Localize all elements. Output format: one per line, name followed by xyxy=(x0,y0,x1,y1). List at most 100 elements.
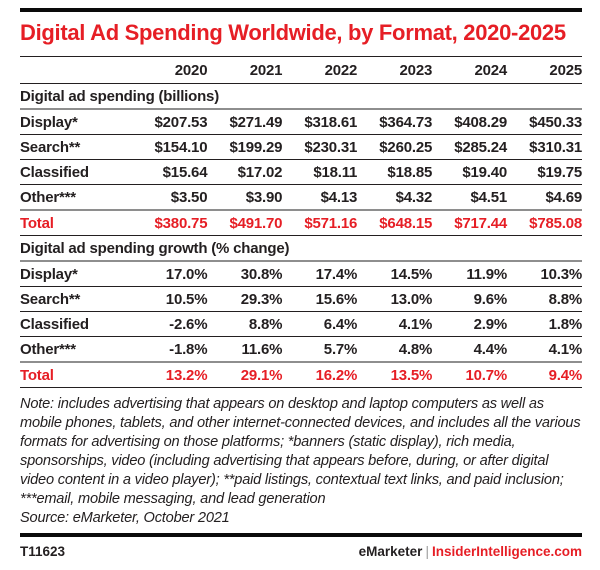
cell-value: $4.32 xyxy=(395,188,433,206)
cell-value: $17.02 xyxy=(207,159,282,185)
cell-value: 13.0% xyxy=(357,286,432,312)
row-label: Search** xyxy=(20,134,133,160)
cell-value: 29.1% xyxy=(207,360,282,388)
cell-value: $285.24 xyxy=(432,134,507,160)
table-row-classified-growth: Classified -2.6% 8.8% 6.4% 4.1% 2.9% 1.8… xyxy=(20,311,582,337)
cell-value: 17.4% xyxy=(282,260,357,287)
cell-value: $207.53 xyxy=(132,108,208,135)
table-row-classified-spending: Classified $15.64 $17.02 $18.11 $18.85 $… xyxy=(20,159,582,185)
cell-value: 8.8% xyxy=(207,311,282,337)
year-header-2022: 2022 xyxy=(282,55,357,84)
cell-value: $230.31 xyxy=(282,134,357,160)
cell-value: $408.29 xyxy=(432,108,507,135)
blank-header-cell xyxy=(20,55,133,84)
cell-value: 9.4% xyxy=(507,360,582,388)
cell-value: 2.9% xyxy=(432,311,507,337)
table-row-display-spending: Display* $207.53 $271.49 $318.61 $364.73… xyxy=(20,108,582,135)
cell-value: $19.75 xyxy=(507,159,582,185)
cell-value: 16.2% xyxy=(282,360,357,388)
cell-value: $15.64 xyxy=(132,159,208,185)
row-label: Other*** xyxy=(20,340,76,358)
table-row-other-spending: Other*** $3.50 $3.90 $4.13 $4.32 $4.51 $… xyxy=(20,184,582,210)
footnote: Note: includes advertising that appears … xyxy=(20,395,582,528)
cell-value: $491.70 xyxy=(207,208,282,236)
brand-line: eMarketer | InsiderIntelligence.com xyxy=(359,544,582,559)
table-row-total-growth: Total 13.2% 29.1% 16.2% 13.5% 10.7% 9.4% xyxy=(20,360,582,388)
brand-emarketer: eMarketer xyxy=(358,543,423,559)
cell-value: 15.6% xyxy=(282,286,357,312)
table-row-search-spending: Search** $154.10 $199.29 $230.31 $260.25… xyxy=(20,134,582,160)
cell-value: 10.5% xyxy=(132,286,208,312)
year-header-2024: 2024 xyxy=(432,55,507,84)
year-header-2025: 2025 xyxy=(507,55,582,84)
chart-id: T11623 xyxy=(20,543,66,559)
section-header-label: Digital ad spending growth (% change) xyxy=(20,235,582,262)
cell-value: $4.51 xyxy=(470,188,508,206)
cell-value: $271.49 xyxy=(207,108,282,135)
spending-table: 2020 2021 2022 2023 2024 2025 Digital ad… xyxy=(20,55,582,388)
cell-value: $3.90 xyxy=(245,188,283,206)
cell-value: 4.8% xyxy=(398,340,433,358)
cell-value: $260.25 xyxy=(357,134,432,160)
cell-value: $310.31 xyxy=(507,134,582,160)
cell-value: 10.7% xyxy=(432,360,507,388)
cell-value: $380.75 xyxy=(132,208,208,236)
cell-value: 4.1% xyxy=(548,340,583,358)
cell-value: 11.6% xyxy=(241,340,283,358)
year-header-2020: 2020 xyxy=(132,55,208,84)
cell-value: 13.2% xyxy=(132,360,208,388)
year-header-2023: 2023 xyxy=(357,55,432,84)
cell-value: 17.0% xyxy=(132,260,208,287)
cell-value: $3.50 xyxy=(170,188,208,206)
row-label-total: Total xyxy=(20,208,133,236)
row-label: Other*** xyxy=(20,188,76,206)
cell-value: 11.9% xyxy=(432,260,507,287)
footer-divider xyxy=(20,532,582,537)
year-header-row: 2020 2021 2022 2023 2024 2025 xyxy=(20,55,582,84)
cell-value: 9.6% xyxy=(432,286,507,312)
cell-value: -1.8% xyxy=(169,340,208,358)
cell-value: $4.13 xyxy=(320,188,358,206)
footer: T11623 eMarketer | InsiderIntelligence.com xyxy=(20,544,582,559)
cell-value: $18.11 xyxy=(282,159,357,185)
cell-value: -2.6% xyxy=(132,311,208,337)
cell-value: 6.4% xyxy=(282,311,357,337)
cell-value: $18.85 xyxy=(357,159,432,185)
cell-value: $571.16 xyxy=(282,208,357,236)
year-header-2021: 2021 xyxy=(207,55,282,84)
cell-value: 29.3% xyxy=(207,286,282,312)
cell-value: $4.69 xyxy=(545,188,582,206)
section-header-label: Digital ad spending (billions) xyxy=(20,83,582,110)
cell-value: 4.4% xyxy=(473,340,508,358)
table-row-search-growth: Search** 10.5% 29.3% 15.6% 13.0% 9.6% 8.… xyxy=(20,286,582,312)
source-text: Source: eMarketer, October 2021 xyxy=(20,509,230,526)
brand-separator: | xyxy=(425,543,429,559)
row-label: Display* xyxy=(20,260,133,287)
cell-value: $318.61 xyxy=(282,108,357,135)
cell-value: $154.10 xyxy=(132,134,208,160)
brand-insider-intelligence: InsiderIntelligence.com xyxy=(431,543,582,559)
cell-value: $717.44 xyxy=(432,208,507,236)
cell-value: 5.7% xyxy=(323,340,358,358)
section-header-growth: Digital ad spending growth (% change) xyxy=(20,235,582,262)
page-title: Digital Ad Spending Worldwide, by Format… xyxy=(20,20,566,45)
row-label: Display* xyxy=(20,108,133,135)
cell-value: $785.08 xyxy=(507,208,582,236)
top-divider xyxy=(20,8,582,12)
footnote-text: Note: includes advertising that appears … xyxy=(20,395,581,507)
cell-value: 4.1% xyxy=(357,311,432,337)
cell-value: 1.8% xyxy=(507,311,582,337)
section-header-spending: Digital ad spending (billions) xyxy=(20,83,582,110)
row-label: Search** xyxy=(20,286,133,312)
row-label: Classified xyxy=(20,159,133,185)
cell-value: $648.15 xyxy=(357,208,432,236)
table-row-total-spending: Total $380.75 $491.70 $571.16 $648.15 $7… xyxy=(20,208,582,236)
table-row-other-growth: Other*** -1.8% 11.6% 5.7% 4.8% 4.4% 4.1% xyxy=(20,336,582,362)
table-row-display-growth: Display* 17.0% 30.8% 17.4% 14.5% 11.9% 1… xyxy=(20,260,582,287)
cell-value: $364.73 xyxy=(357,108,432,135)
cell-value: 13.5% xyxy=(357,360,432,388)
row-label-total: Total xyxy=(20,360,133,388)
row-label: Classified xyxy=(20,311,133,337)
cell-value: $199.29 xyxy=(207,134,282,160)
